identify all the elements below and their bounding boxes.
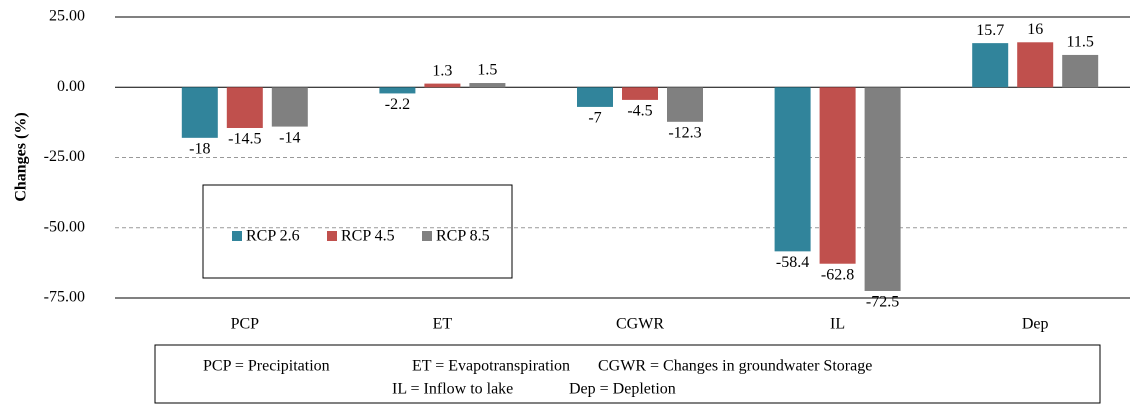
x-tick-label: PCP [231,316,260,333]
data-label: -14 [279,129,300,146]
data-label: -18 [189,141,210,158]
note: CGWR = Changes in groundwater Storage [598,358,872,375]
bar [577,87,613,107]
y-tick-label: 0.00 [57,78,85,95]
data-label: 11.5 [1066,34,1093,51]
y-tick-label: -25.00 [44,148,85,165]
bar [226,87,263,128]
bar [972,43,1009,88]
bar [424,83,461,88]
data-label: -62.8 [821,266,854,283]
data-label: -12.3 [668,124,701,141]
bar [181,87,218,138]
legend-box [202,184,513,279]
legend-swatch [422,231,432,241]
note: IL = Inflow to lake [392,381,513,398]
bar [1062,54,1099,88]
x-tick-label: IL [830,316,845,333]
bar [864,87,901,291]
data-label: -58.4 [776,254,809,271]
bar [469,83,506,88]
y-tick-label: -75.00 [44,289,85,306]
data-label: -7 [588,110,601,127]
x-tick-label: CGWR [616,316,664,333]
bar [774,87,811,252]
data-label: -72.5 [866,294,899,311]
note: ET = Evapotranspiration [412,358,570,375]
data-label: 16 [1027,21,1043,38]
bar [379,87,416,94]
legend-swatch [232,231,242,241]
x-tick-label: Dep [1022,316,1049,333]
data-label: -4.5 [627,103,652,120]
note: PCP = Precipitation [203,358,330,375]
x-tick-label: ET [433,316,453,333]
data-label: 1.3 [432,62,452,79]
bar [271,87,308,127]
note: Dep = Depletion [569,381,676,398]
bar [622,87,658,100]
y-axis-label: Changes (%) [13,112,30,201]
data-label: 15.7 [976,22,1004,39]
legend-label: RCP 4.5 [341,228,395,245]
data-label: -14.5 [228,131,261,148]
data-label: 1.5 [477,62,497,79]
y-tick-label: 25.00 [49,8,85,25]
bar [1017,42,1054,88]
data-label: -2.2 [385,96,410,113]
legend-swatch [327,231,337,241]
notes-box [154,344,1101,404]
y-tick-label: -50.00 [44,218,85,235]
bar [667,87,703,122]
legend-label: RCP 2.6 [246,228,300,245]
legend-label: RCP 8.5 [436,228,490,245]
bar [819,87,856,264]
